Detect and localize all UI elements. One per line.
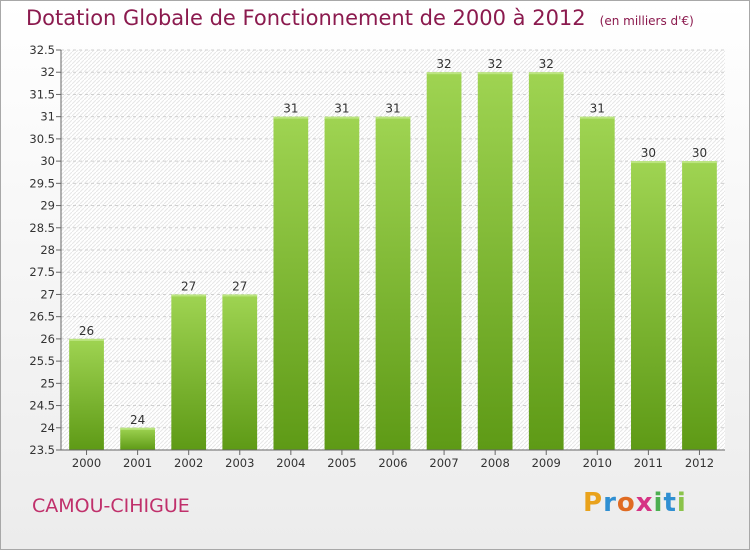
y-tick-label: 27 — [40, 287, 55, 301]
bar — [375, 116, 411, 451]
bar-value-label: 26 — [79, 324, 94, 338]
bar-highlight — [579, 116, 615, 119]
bar — [528, 72, 564, 450]
x-tick-label: 2005 — [327, 456, 356, 470]
logo-letter: P — [583, 488, 604, 518]
y-tick-label: 29 — [40, 199, 55, 213]
y-tick-label: 31.5 — [29, 87, 55, 101]
bar-value-label: 31 — [283, 102, 298, 116]
bar-value-label: 27 — [181, 279, 196, 293]
bar-value-label: 24 — [130, 413, 145, 427]
unit-note: (en milliers d'€) — [599, 14, 694, 28]
logo-letter: i — [653, 488, 664, 518]
logo-letter: x — [635, 488, 654, 518]
y-tick-label: 27.5 — [29, 265, 55, 279]
y-tick-label: 30.5 — [29, 132, 55, 146]
bar-highlight — [426, 72, 462, 75]
bar-value-label: 30 — [641, 146, 656, 160]
bar — [631, 161, 666, 450]
bar-value-label: 27 — [232, 279, 247, 293]
chart-title-text: Dotation Globale de Fonctionnement de 20… — [26, 6, 586, 30]
y-tick-label: 29.5 — [29, 176, 55, 190]
bar — [477, 72, 513, 450]
x-tick-label: 2007 — [429, 456, 458, 470]
axes: 23.5 24 24.5 25 25.5 26 26.5 27 27.5 28 28.5 29 29.5… — [29, 43, 725, 470]
y-tick-label: 32.5 — [29, 43, 55, 57]
bar-value-label: 32 — [539, 57, 554, 71]
bar-value-label: 32 — [488, 57, 503, 71]
bar-highlight — [375, 116, 411, 119]
logo-letter: o — [616, 488, 636, 518]
y-tick-label: 25 — [40, 376, 55, 390]
bar — [682, 161, 717, 450]
bar-value-label: 30 — [692, 146, 707, 160]
bar-highlight — [324, 116, 360, 119]
bar-highlight — [69, 338, 104, 341]
x-tick-label: 2001 — [123, 456, 152, 470]
bar — [273, 116, 309, 451]
chart-title: Dotation Globale de Fonctionnement de 20… — [26, 6, 694, 30]
bar — [324, 116, 360, 451]
bar-highlight — [477, 72, 513, 75]
x-tick-label: 2012 — [685, 456, 714, 470]
x-tick-label: 2006 — [378, 456, 407, 470]
y-tick-label: 32 — [40, 65, 55, 79]
y-tick-label: 31 — [40, 110, 55, 124]
bar — [171, 294, 207, 450]
y-tick-label: 28.5 — [29, 221, 55, 235]
x-tick-label: 2002 — [174, 456, 203, 470]
y-tick-label: 24.5 — [29, 399, 55, 413]
bar-highlight — [528, 72, 564, 75]
bar — [426, 72, 462, 450]
x-tick-label: 2009 — [532, 456, 561, 470]
x-tick-label: 2004 — [276, 456, 305, 470]
x-tick-label: 2003 — [225, 456, 254, 470]
bar-value-label: 32 — [436, 57, 451, 71]
y-tick-label: 26.5 — [29, 310, 55, 324]
logo-letter: t — [663, 488, 677, 518]
y-tick-label: 25.5 — [29, 354, 55, 368]
bars: 26 24 27 27 31 31 31 32 32 32 31 30 30 — [69, 57, 717, 451]
x-tick-label: 2011 — [634, 456, 663, 470]
x-tick-label: 2008 — [481, 456, 510, 470]
x-tick-label: 2000 — [72, 456, 101, 470]
bar — [579, 116, 615, 451]
bar-highlight — [273, 116, 309, 119]
bar-value-label: 31 — [334, 102, 349, 116]
proxiti-logo: Proxiti — [583, 488, 687, 518]
y-tick-label: 23.5 — [29, 443, 55, 457]
y-tick-label: 24 — [40, 421, 55, 435]
y-tick-label: 26 — [40, 332, 55, 346]
commune-name: CAMOU-CIHIGUE — [32, 495, 190, 517]
y-tick-label: 28 — [40, 243, 55, 257]
bar — [69, 338, 104, 450]
bar — [120, 427, 155, 450]
bar — [222, 294, 258, 450]
bar-highlight — [682, 161, 717, 164]
bar-value-label: 31 — [590, 102, 605, 116]
bar-highlight — [120, 427, 155, 430]
logo-letter: r — [603, 488, 617, 518]
bar-highlight — [222, 294, 258, 297]
bar-highlight — [171, 294, 207, 297]
logo-letter: i — [676, 488, 687, 518]
bar-highlight — [631, 161, 666, 164]
bar-value-label: 31 — [385, 102, 400, 116]
x-tick-label: 2010 — [583, 456, 612, 470]
y-tick-label: 30 — [40, 154, 55, 168]
